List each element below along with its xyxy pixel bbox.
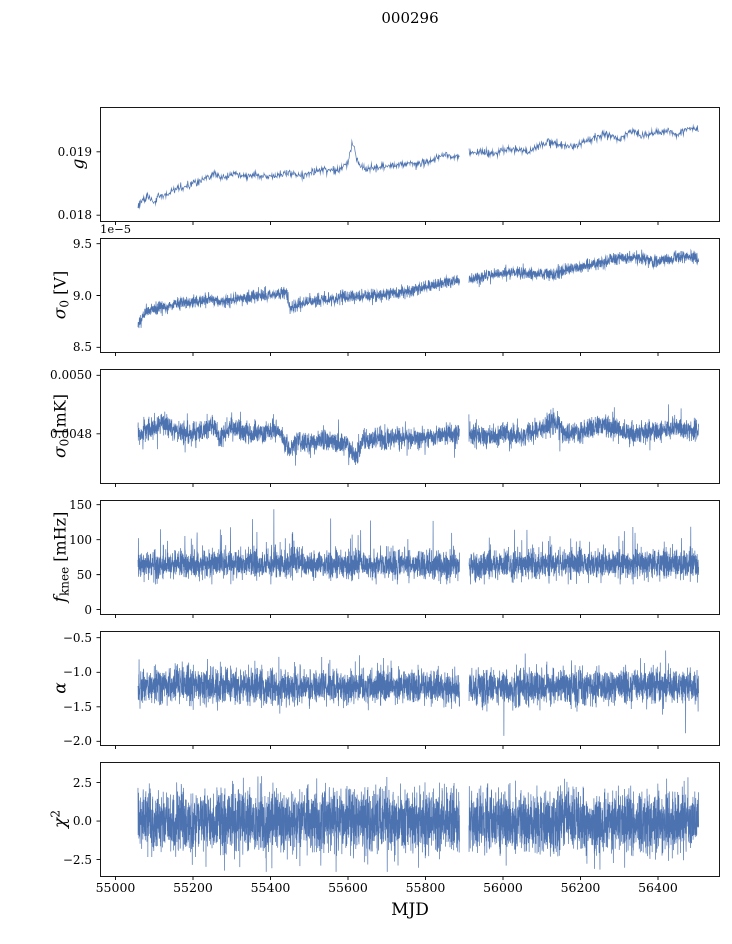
- x-tick-labels: 55000 55200 55400 55600 55800 56000 56200 56400: [0, 880, 732, 898]
- y-tick-label: 0.0050: [50, 368, 92, 383]
- y-tick-label: 0.0048: [50, 426, 92, 441]
- y-tick-label: −1.5: [62, 699, 92, 714]
- plot-canvas-chi2: [0, 762, 732, 883]
- x-axis-label: MJD: [391, 900, 429, 920]
- y-tick-label: −1.0: [62, 665, 92, 680]
- y-tick-label: 8.5: [72, 340, 92, 355]
- x-tick-label: 56200: [560, 880, 601, 895]
- x-tick-label: 55600: [328, 880, 368, 895]
- ylabel-text: σ: [50, 307, 71, 320]
- plot-canvas-sigma0-mk: [0, 369, 732, 490]
- y-tick-label: 2.5: [72, 775, 92, 790]
- x-tick-label: 55000: [95, 880, 136, 895]
- ylabel-text: α: [50, 682, 71, 694]
- y-tick-label: 9.0: [72, 288, 92, 303]
- panel-sigma0-volts: σ0 [V] 1e−5 8.5 9.0 9.5: [0, 222, 732, 359]
- y-tick-label: 100: [69, 532, 92, 547]
- y-tick-label: −2.0: [62, 734, 92, 749]
- y-tick-label: 0: [84, 602, 92, 617]
- figure-title: 000296: [381, 9, 439, 27]
- panel-fknee: fknee [mHz] 0 50 100 150: [0, 497, 732, 621]
- panel-chi2: χ2 2.5 0.0 −2.5: [0, 762, 732, 883]
- y-tick-label: 0.018: [57, 208, 92, 223]
- plot-canvas-alpha: [0, 631, 732, 752]
- y-tick-label: 150: [69, 497, 92, 512]
- x-tick-label: 55200: [173, 880, 213, 895]
- y-tick-label: −2.5: [62, 852, 92, 867]
- axis-offset-text-1e-5: 1e−5: [100, 222, 132, 236]
- y-tick-label: 0.0: [72, 814, 92, 829]
- x-tick-label: 56000: [483, 880, 523, 895]
- y-tick-label: 0.019: [57, 144, 92, 159]
- ylabel-text: g: [68, 158, 89, 170]
- y-axis-label-alpha: α: [49, 682, 72, 693]
- panel-sigma0-mk: σ0 [mK] 0.0048 0.0050: [0, 368, 732, 490]
- plot-canvas-sigma0-volts: [0, 238, 732, 359]
- x-tick-label: 55400: [250, 880, 291, 895]
- y-tick-label: 50: [76, 567, 92, 582]
- panel-g: g 0.018 0.019: [0, 107, 732, 228]
- ylabel-text: σ: [50, 446, 71, 458]
- y-axis-label-g: g: [67, 159, 90, 170]
- plot-canvas-g: [0, 107, 732, 228]
- y-tick-label: −0.5: [62, 630, 92, 645]
- y-axis-label-fknee: fknee [mHz]: [49, 512, 72, 603]
- plot-canvas-fknee: [0, 500, 732, 621]
- x-tick-label: 55800: [405, 880, 446, 895]
- panel-alpha: α −0.5 −1.0 −1.5 −2.0: [0, 630, 732, 752]
- y-tick-label: 9.5: [72, 236, 92, 251]
- x-tick-label: 56400: [638, 880, 678, 895]
